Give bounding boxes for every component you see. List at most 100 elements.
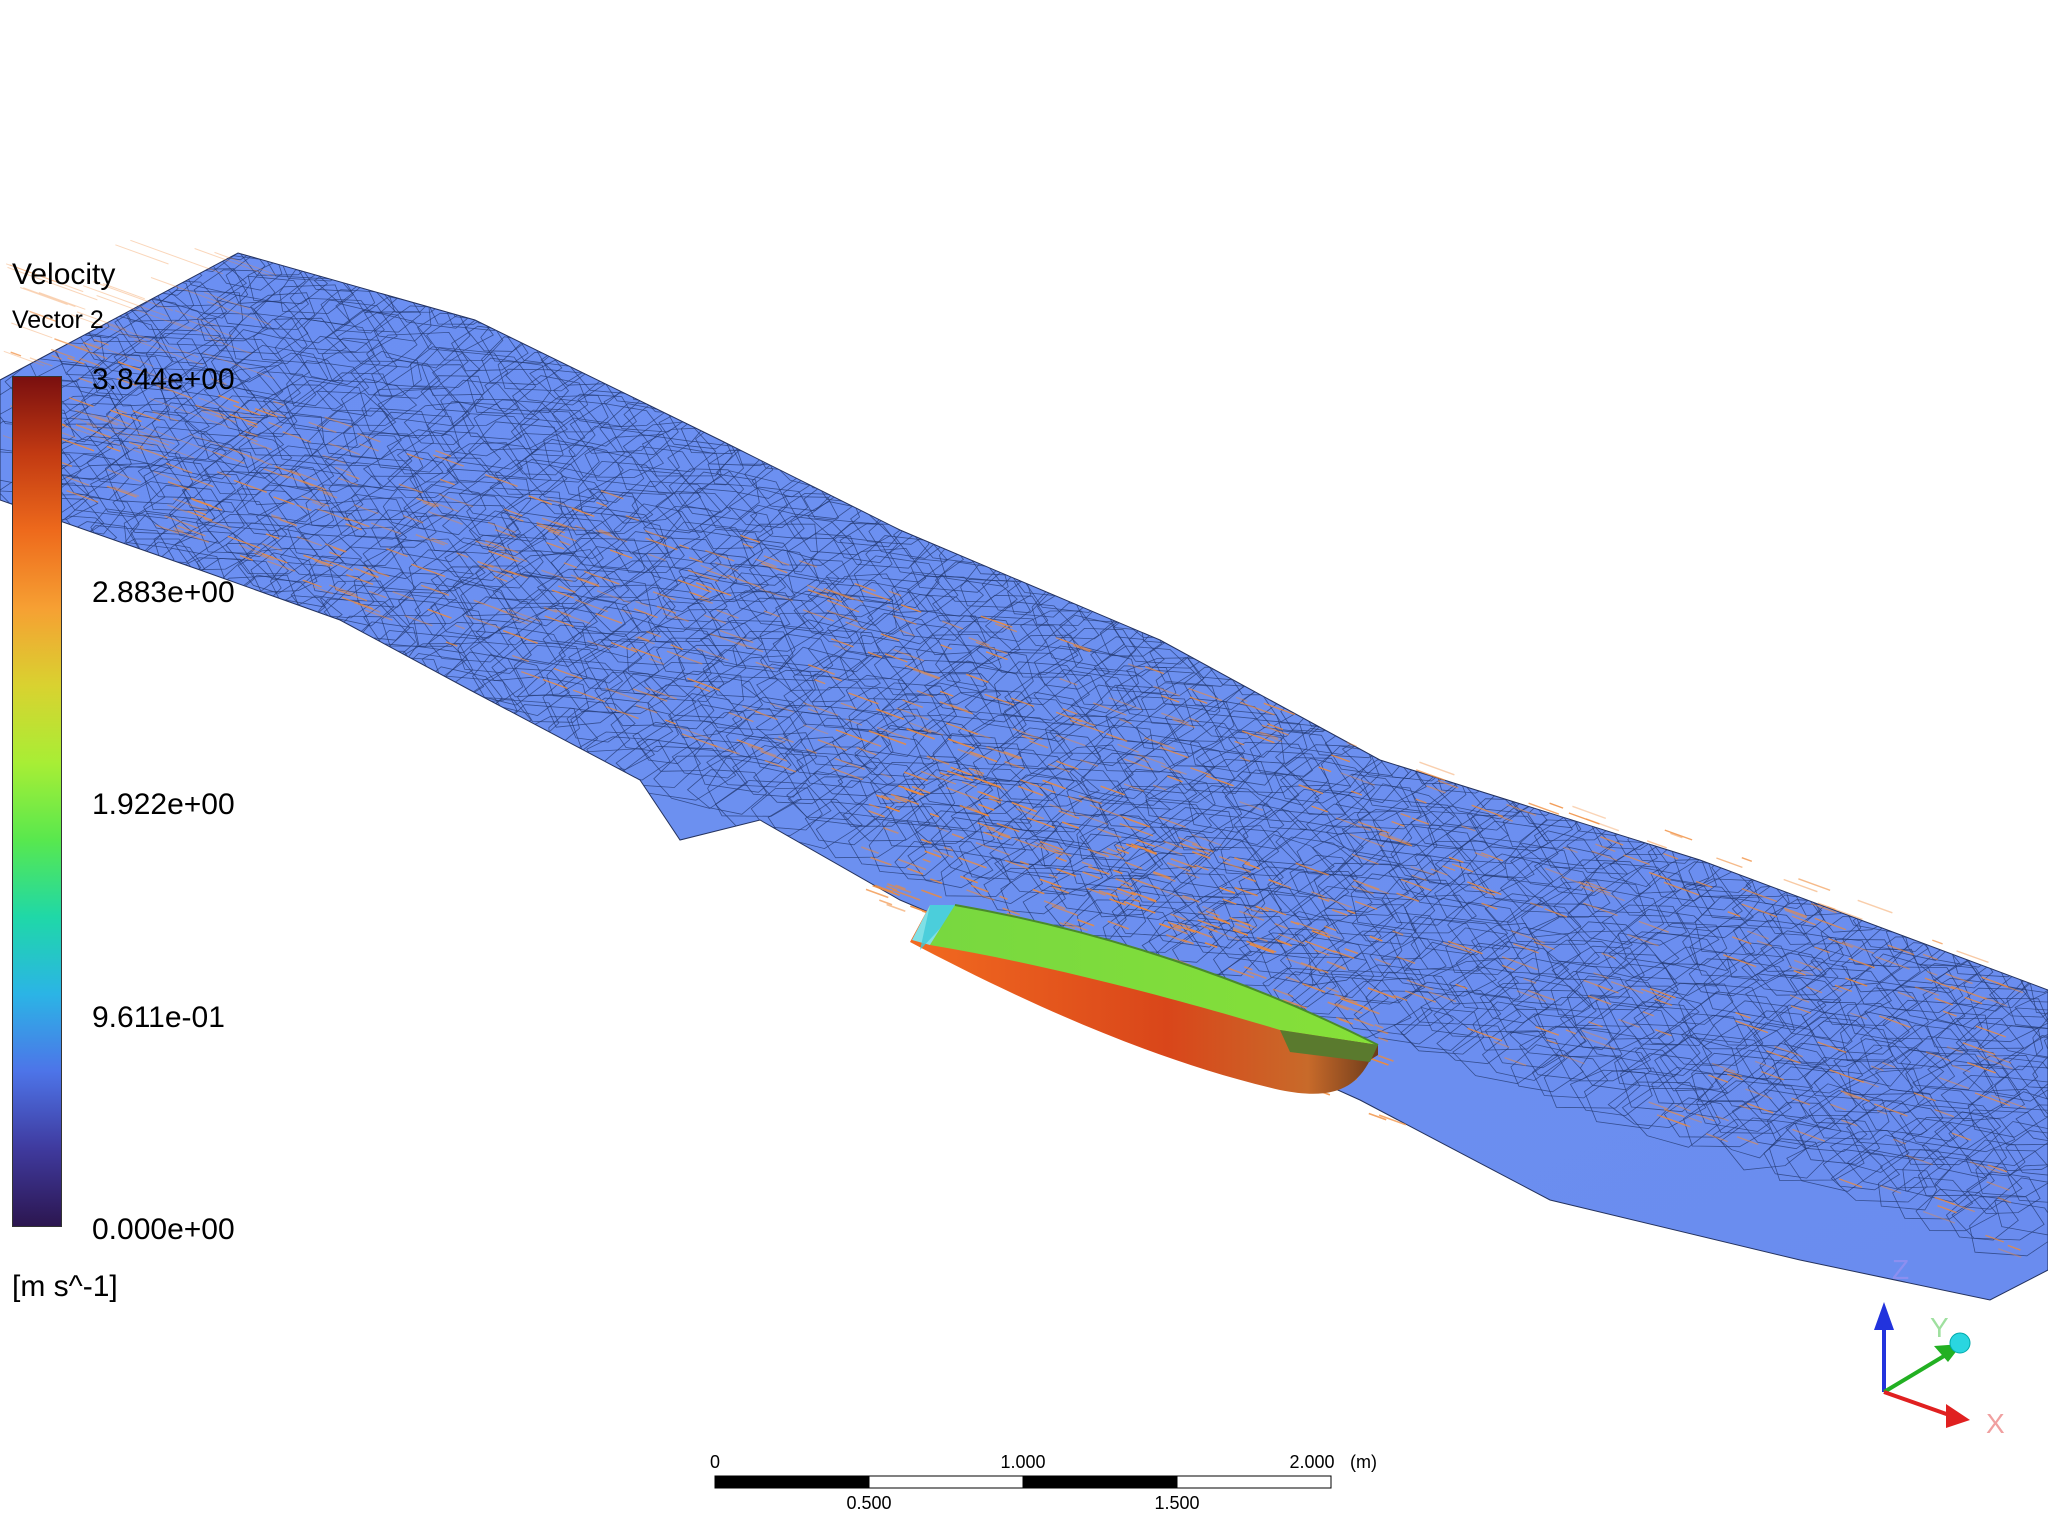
velocity-vector: [1300, 962, 1329, 974]
mesh-cell: [1531, 1054, 1609, 1099]
mesh-cell: [2015, 768, 2048, 826]
mesh-cell: [1556, 679, 1661, 727]
mesh-cell: [1788, 753, 1896, 812]
velocity-vector: [1161, 694, 1180, 703]
mesh-cell: [371, 359, 441, 399]
velocity-vector: [1255, 731, 1283, 743]
mesh-cell: [342, 407, 435, 462]
velocity-vector: [985, 651, 1008, 661]
mesh-cell: [1417, 540, 1508, 597]
mesh-cell: [1064, 544, 1134, 581]
velocity-vector: [1966, 1061, 1996, 1074]
mesh-cell: [1430, 638, 1526, 686]
mesh-cell: [1990, 742, 2048, 789]
velocity-vector: [1368, 1112, 1387, 1121]
mesh-cell: [543, 417, 626, 477]
mesh-cell: [62, 168, 167, 221]
velocity-vector: [1754, 1060, 1776, 1070]
mesh-cell: [1502, 721, 1598, 776]
velocity-vector: [854, 582, 877, 592]
velocity-vector: [1838, 1178, 1863, 1188]
mesh-cell: [118, 182, 208, 238]
mesh-cell: [1447, 901, 1521, 950]
mesh-cell: [656, 608, 747, 659]
mesh-cell: [713, 253, 798, 285]
mesh-cell: [1711, 732, 1789, 768]
velocity-vector: [932, 849, 954, 859]
velocity-vector: [1760, 1070, 1785, 1081]
mesh-cell: [757, 256, 826, 299]
mesh-cell: [1840, 1011, 1924, 1063]
velocity-vector: [1426, 785, 1446, 794]
mesh-cell: [997, 458, 1082, 510]
mesh-cell: [1620, 1053, 1714, 1113]
mesh-cell: [2037, 761, 2048, 803]
mesh-cell: [2001, 893, 2048, 949]
mesh-cell: [1126, 378, 1206, 426]
mesh-cell: [767, 260, 854, 315]
mesh-cell: [1513, 989, 1597, 1029]
mesh-cell: [599, 254, 683, 307]
velocity-vector: [3, 350, 45, 367]
mesh-cell: [1688, 754, 1791, 808]
mesh-cell: [413, 603, 486, 654]
velocity-vector: [714, 561, 739, 572]
mesh-cell: [1387, 500, 1464, 557]
velocity-vector: [1455, 983, 1468, 990]
mesh-cell: [706, 737, 804, 788]
velocity-vector: [1021, 734, 1035, 741]
velocity-vector: [633, 608, 658, 619]
velocity-vector: [1741, 903, 1778, 918]
velocity-vector: [1274, 923, 1288, 930]
velocity-vector: [59, 437, 95, 452]
velocity-vector: [341, 596, 373, 610]
mesh-cell: [580, 193, 653, 236]
mesh-cell: [1363, 912, 1444, 960]
velocity-vector: [831, 676, 842, 682]
mesh-cell: [1224, 769, 1320, 823]
velocity-vector: [435, 449, 452, 457]
mesh-cell: [1371, 635, 1443, 678]
mesh-cell: [1608, 931, 1699, 980]
mesh-cell: [1663, 1097, 1739, 1138]
velocity-vector: [406, 453, 424, 461]
mesh-cell: [90, 464, 192, 519]
velocity-vector: [314, 560, 331, 567]
velocity-vector: [947, 770, 974, 782]
mesh-cell: [188, 114, 289, 169]
mesh-cell: [1229, 456, 1298, 495]
mesh-cell: [1879, 1149, 1952, 1189]
velocity-vector: [1179, 842, 1211, 855]
mesh-cell: [1899, 763, 1993, 811]
velocity-vector: [551, 589, 574, 599]
velocity-vector: [1587, 995, 1612, 1005]
velocity-vector: [632, 688, 668, 702]
mesh-cell: [351, 475, 430, 521]
mesh-cell: [1261, 927, 1342, 986]
mesh-cell: [588, 288, 686, 348]
mesh-cell: [1422, 630, 1504, 676]
velocity-vector: [1165, 933, 1188, 943]
mesh-cell: [545, 253, 621, 258]
mesh-cell: [1990, 794, 2048, 849]
velocity-vector: [706, 569, 730, 579]
velocity-vector: [1311, 929, 1331, 938]
velocity-vector: [996, 822, 1020, 833]
mesh-cell: [902, 755, 979, 795]
velocity-vector: [664, 719, 676, 725]
velocity-vector: [951, 833, 964, 839]
legend-label-1: 9.611e-01: [92, 1001, 225, 1034]
mesh-cell: [1738, 654, 1807, 699]
mesh-cell: [832, 522, 899, 564]
velocity-vector: [215, 414, 237, 423]
mesh-cell: [668, 468, 745, 513]
velocity-vector: [536, 521, 566, 534]
velocity-vector: [1242, 875, 1257, 883]
mesh-cell: [796, 746, 878, 788]
mesh-cell: [1559, 994, 1655, 1050]
mesh-cell: [1815, 738, 1885, 781]
velocity-vector: [742, 543, 754, 549]
mesh-cell: [1794, 791, 1867, 837]
velocity-vector: [1222, 898, 1237, 905]
